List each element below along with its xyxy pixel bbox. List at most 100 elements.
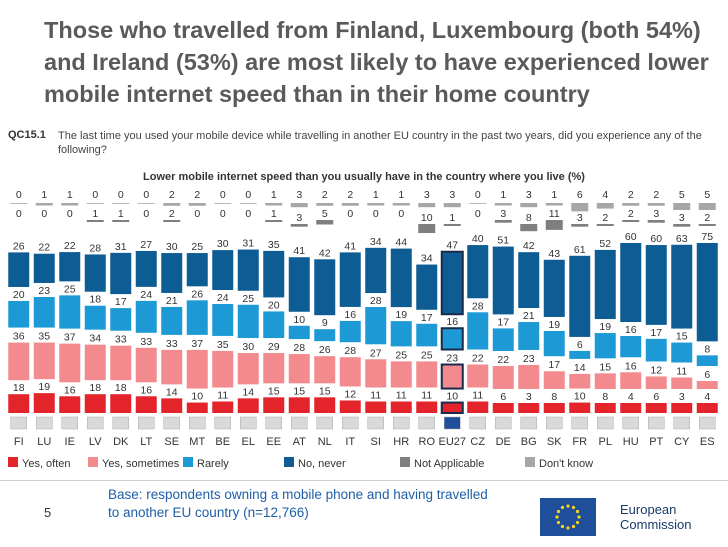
bar-rarely-IT bbox=[339, 320, 361, 343]
label-not-applicable-LV: 1 bbox=[92, 208, 98, 220]
category-label-ES: ES bbox=[700, 436, 715, 448]
bar-rarely-CZ bbox=[467, 312, 489, 350]
bar-yes-sometimes-LV bbox=[84, 344, 106, 381]
label-yes-often-ES: 4 bbox=[704, 391, 710, 403]
page-title: Those who travelled from Finland, Luxemb… bbox=[44, 17, 709, 107]
flag-icon-MT bbox=[189, 416, 206, 430]
label-rarely-LV: 18 bbox=[89, 294, 101, 306]
category-label-EU27: EU27 bbox=[438, 436, 466, 448]
bar-rarely-EU27 bbox=[440, 327, 464, 351]
legend-label-0: Yes, often bbox=[22, 458, 71, 470]
label-no-never-LU: 22 bbox=[38, 242, 50, 254]
bar-no-never-HR bbox=[390, 248, 412, 308]
bar-yes-often-CY bbox=[671, 403, 693, 413]
bar-yes-often-FR bbox=[569, 402, 591, 413]
label-rarely-IT: 16 bbox=[344, 309, 356, 321]
label-not-applicable-LU: 0 bbox=[41, 208, 47, 220]
bar-dont-know-PL bbox=[596, 203, 614, 209]
label-dont-know-DK: 0 bbox=[118, 189, 124, 201]
bar-not-applicable-EE bbox=[265, 220, 283, 222]
label-rarely-HU: 16 bbox=[625, 324, 637, 336]
label-not-applicable-LT: 0 bbox=[143, 208, 149, 220]
label-yes-sometimes-EU27: 23 bbox=[446, 353, 458, 365]
label-no-never-ES: 75 bbox=[701, 231, 713, 243]
flag-icon-LT bbox=[138, 416, 155, 430]
bar-yes-often-MT bbox=[186, 402, 208, 413]
bar-no-never-CY bbox=[671, 244, 693, 329]
label-rarely-LT: 24 bbox=[140, 289, 152, 301]
label-yes-sometimes-PL: 15 bbox=[599, 361, 611, 373]
bar-no-never-LV bbox=[84, 254, 106, 292]
bar-yes-sometimes-BE bbox=[212, 350, 234, 388]
bar-yes-often-PT bbox=[645, 403, 667, 413]
label-not-applicable-DK: 1 bbox=[118, 208, 124, 220]
bar-dont-know-EE bbox=[265, 203, 283, 206]
bar-yes-sometimes-RO bbox=[416, 361, 438, 388]
label-rarely-BG: 21 bbox=[523, 310, 535, 322]
label-dont-know-HU: 2 bbox=[628, 189, 634, 201]
label-yes-sometimes-SI: 27 bbox=[370, 347, 382, 359]
bar-not-applicable-PT bbox=[647, 220, 665, 223]
label-yes-often-HR: 11 bbox=[396, 390, 407, 402]
label-rarely-RO: 17 bbox=[421, 312, 433, 324]
label-not-applicable-EE: 1 bbox=[271, 208, 277, 220]
bar-rarely-HR bbox=[390, 321, 412, 347]
label-no-never-SK: 43 bbox=[548, 248, 560, 260]
label-yes-often-LV: 18 bbox=[89, 382, 101, 394]
bar-yes-often-ES bbox=[696, 403, 718, 413]
eu-star-icon bbox=[571, 505, 576, 510]
bar-yes-sometimes-FR bbox=[569, 373, 591, 389]
footer-divider bbox=[0, 480, 728, 481]
category-label-LU: LU bbox=[37, 436, 51, 448]
category-label-HR: HR bbox=[393, 436, 409, 448]
bar-not-applicable-CY bbox=[673, 224, 691, 227]
bar-no-never-EE bbox=[263, 250, 285, 298]
label-dont-know-FR: 6 bbox=[577, 189, 583, 201]
bar-rarely-ES bbox=[696, 355, 718, 366]
bar-rarely-IE bbox=[59, 295, 81, 329]
label-rarely-FR: 6 bbox=[577, 339, 583, 351]
label-yes-sometimes-HR: 25 bbox=[395, 349, 407, 361]
label-yes-often-SI: 11 bbox=[370, 390, 381, 402]
bar-yes-often-SE bbox=[161, 398, 183, 413]
bar-rarely-EE bbox=[263, 311, 285, 339]
category-label-NL: NL bbox=[318, 436, 332, 448]
flag-icon-SI bbox=[367, 416, 384, 430]
flag-icon-BG bbox=[520, 416, 537, 430]
category-label-PT: PT bbox=[649, 436, 663, 448]
label-not-applicable-SK: 11 bbox=[549, 208, 560, 220]
bar-yes-sometimes-HR bbox=[390, 361, 412, 388]
label-rarely-CY: 15 bbox=[676, 331, 688, 343]
label-yes-sometimes-DE: 22 bbox=[497, 354, 509, 366]
label-no-never-FI: 26 bbox=[13, 240, 25, 252]
label-dont-know-LV: 0 bbox=[92, 189, 98, 201]
bar-not-applicable-DE bbox=[494, 220, 512, 223]
bar-no-never-EL bbox=[237, 249, 259, 291]
label-rarely-SE: 21 bbox=[166, 295, 178, 307]
bar-rarely-FI bbox=[8, 300, 30, 328]
label-yes-often-MT: 10 bbox=[191, 391, 203, 403]
bar-yes-sometimes-EU27 bbox=[440, 363, 464, 390]
bar-not-applicable-BG bbox=[520, 224, 538, 232]
bar-rarely-SI bbox=[365, 307, 387, 345]
bar-no-never-HU bbox=[620, 243, 642, 322]
european-commission-logo: European Commission bbox=[540, 494, 700, 540]
label-not-applicable-CZ: 0 bbox=[475, 208, 481, 220]
flag-icon-AT bbox=[291, 416, 308, 430]
label-no-never-DK: 31 bbox=[115, 241, 127, 253]
label-not-applicable-PL: 2 bbox=[602, 212, 608, 224]
label-not-applicable-EU27: 1 bbox=[449, 212, 455, 224]
bar-no-never-LT bbox=[135, 250, 157, 287]
flag-icon-PT bbox=[648, 416, 665, 430]
category-label-BG: BG bbox=[521, 436, 537, 448]
bar-dont-know-CZ bbox=[469, 203, 487, 204]
bar-dont-know-PT bbox=[647, 203, 665, 206]
base-note: Base: respondents owning a mobile phone … bbox=[108, 487, 488, 520]
bar-dont-know-FI bbox=[10, 203, 28, 204]
eu-flag-icon bbox=[540, 498, 596, 536]
label-dont-know-SK: 1 bbox=[551, 189, 557, 201]
bar-rarely-CY bbox=[671, 342, 693, 363]
label-not-applicable-BE: 0 bbox=[220, 208, 226, 220]
bar-dont-know-HR bbox=[392, 203, 410, 206]
eu-star-icon bbox=[556, 520, 561, 525]
